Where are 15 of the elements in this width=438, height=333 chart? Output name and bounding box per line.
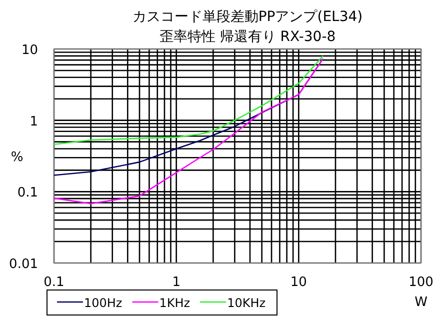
ytick: 0.1 xyxy=(17,186,38,201)
xtick: 10 xyxy=(290,275,307,290)
xtick: 0.1 xyxy=(44,275,64,290)
legend-label: 1KHz xyxy=(159,296,190,310)
legend-label: 100Hz xyxy=(84,296,122,310)
ytick: 10 xyxy=(21,43,38,58)
legend-label: 10KHz xyxy=(227,296,266,310)
ylabel: % xyxy=(10,150,24,165)
xtick: 100 xyxy=(408,275,434,290)
title: カスコード単段差動PPアンプ(EL34) xyxy=(132,9,363,25)
ytick: 1 xyxy=(30,114,38,130)
subtitle: 歪率特性 帰還有り RX-30-8 xyxy=(159,29,336,45)
xlabel: W xyxy=(414,295,428,310)
xtick: 1 xyxy=(172,275,180,290)
ytick: 0.01 xyxy=(9,257,38,272)
